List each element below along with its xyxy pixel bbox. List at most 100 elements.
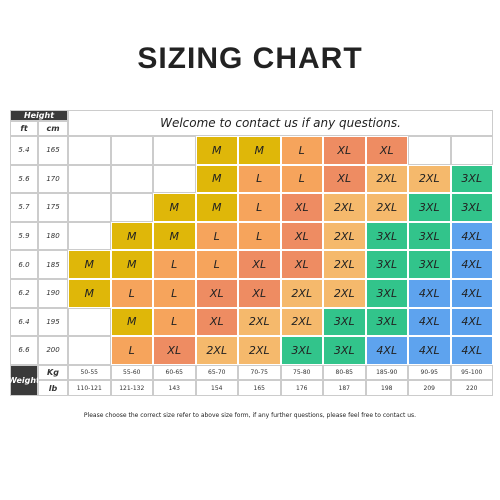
size-cell: M <box>110 307 153 337</box>
size-cell <box>68 193 111 222</box>
ft-cell: 6.6 <box>10 336 38 365</box>
kg-cell: 90-95 <box>408 364 451 381</box>
size-cell: L <box>280 136 323 165</box>
size-cell: M <box>195 136 238 165</box>
size-cell: M <box>110 221 153 251</box>
size-cell: L <box>238 193 281 222</box>
size-cell: M <box>110 250 153 279</box>
size-cell: XL <box>238 279 281 308</box>
size-cell: 3XL <box>323 307 366 337</box>
size-cell: XL <box>195 307 238 337</box>
kg-cell: 60-65 <box>153 364 196 381</box>
size-cell <box>110 164 153 194</box>
size-cell: 4XL <box>408 307 451 337</box>
size-cell <box>153 136 196 165</box>
size-cell: XL <box>280 250 323 279</box>
ft-cell: 5.7 <box>10 193 38 222</box>
weight-header: Weight <box>8 364 40 396</box>
size-cell: L <box>153 279 196 308</box>
size-cell: 4XL <box>408 279 451 308</box>
kg-cell: 75-80 <box>280 364 323 381</box>
size-cell: XL <box>365 136 408 165</box>
size-cell: 3XL <box>280 336 323 365</box>
size-cell: M <box>68 279 111 308</box>
lb-header: lb <box>38 380 68 396</box>
ft-cell: 6.2 <box>10 279 38 308</box>
size-cell: 2XL <box>365 164 408 194</box>
size-cell: 2XL <box>323 193 366 222</box>
size-cell <box>68 336 111 365</box>
size-cell: XL <box>195 279 238 308</box>
kg-cell: 185-90 <box>365 364 408 381</box>
size-cell: XL <box>280 193 323 222</box>
kg-cell: 50-55 <box>68 364 111 381</box>
size-cell: 2XL <box>238 307 281 337</box>
size-cell: M <box>195 193 238 222</box>
lb-cell: 176 <box>280 380 323 396</box>
ft-cell: 5.4 <box>10 136 38 165</box>
lb-cell: 198 <box>365 380 408 396</box>
ft-cell: 6.0 <box>10 250 38 279</box>
cm-cell: 165 <box>38 136 68 165</box>
size-cell <box>68 307 111 337</box>
footer-note: Please choose the correct size refer to … <box>83 412 417 419</box>
size-cell: M <box>238 136 281 165</box>
size-cell <box>408 136 451 165</box>
size-cell: L <box>238 221 281 251</box>
lb-cell: 165 <box>238 380 281 396</box>
size-cell: 2XL <box>280 307 323 337</box>
welcome-text: Welcome to contact us if any questions. <box>68 110 493 136</box>
size-cell: 3XL <box>365 221 408 251</box>
lb-cell: 220 <box>450 380 493 396</box>
size-cell: XL <box>153 336 196 365</box>
size-cell: 2XL <box>238 336 281 365</box>
kg-cell: 80-85 <box>323 364 366 381</box>
size-cell: 2XL <box>323 279 366 308</box>
size-cell: L <box>195 221 238 251</box>
size-cell: 3XL <box>450 193 493 222</box>
cm-cell: 190 <box>38 279 68 308</box>
ft-cell: 5.9 <box>10 221 38 251</box>
ft-cell: 6.4 <box>10 307 38 337</box>
size-cell: L <box>153 250 196 279</box>
size-cell: XL <box>280 221 323 251</box>
size-cell: 2XL <box>195 336 238 365</box>
size-cell: 3XL <box>450 164 493 194</box>
size-cell: 3XL <box>365 307 408 337</box>
size-cell: L <box>238 164 281 194</box>
cm-cell: 180 <box>38 221 68 251</box>
kg-cell: 55-60 <box>110 364 153 381</box>
size-cell: L <box>110 279 153 308</box>
size-cell: L <box>195 250 238 279</box>
size-cell: L <box>280 164 323 194</box>
size-cell: 4XL <box>450 307 493 337</box>
cm-header: cm <box>38 121 68 136</box>
size-cell: L <box>110 336 153 365</box>
lb-cell: 209 <box>408 380 451 396</box>
kg-cell: 95-100 <box>450 364 493 381</box>
size-cell: 4XL <box>450 279 493 308</box>
lb-cell: 121-132 <box>110 380 153 396</box>
size-cell: 3XL <box>408 221 451 251</box>
size-cell: M <box>195 164 238 194</box>
size-cell: XL <box>238 250 281 279</box>
kg-header: Kg <box>38 364 68 381</box>
size-cell: 2XL <box>280 279 323 308</box>
lb-cell: 110-121 <box>68 380 111 396</box>
size-cell: 3XL <box>365 250 408 279</box>
size-cell: 2XL <box>408 164 451 194</box>
size-cell: 4XL <box>450 250 493 279</box>
cm-cell: 200 <box>38 336 68 365</box>
size-cell: L <box>153 307 196 337</box>
size-cell: XL <box>323 164 366 194</box>
size-cell <box>68 164 111 194</box>
size-cell: 4XL <box>450 221 493 251</box>
kg-cell: 65-70 <box>195 364 238 381</box>
size-cell <box>68 221 111 251</box>
lb-cell: 187 <box>323 380 366 396</box>
size-cell: 2XL <box>323 221 366 251</box>
size-cell <box>153 164 196 194</box>
title: SIZING CHART <box>137 42 363 75</box>
size-cell: 2XL <box>323 250 366 279</box>
